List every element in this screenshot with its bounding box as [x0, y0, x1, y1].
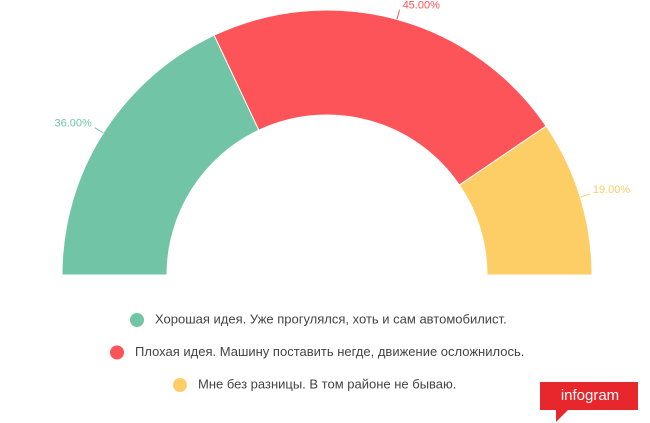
branding-badge [540, 382, 638, 422]
legend-label: Мне без разницы. В том районе не бываю. [198, 376, 456, 391]
leader-line [580, 193, 590, 198]
branding[interactable]: infogram [540, 382, 638, 422]
legend-label: Хорошая идея. Уже прогулялся, хоть и сам… [155, 311, 507, 326]
branding-text: infogram [561, 387, 619, 404]
slice [213, 9, 547, 186]
slice [61, 34, 260, 276]
slice [458, 125, 593, 276]
value-label: 36.00% [54, 118, 92, 130]
leader-line [396, 9, 401, 20]
legend-label: Плохая идея. Машину поставить негде, дви… [135, 344, 524, 359]
value-label: 19.00% [593, 184, 631, 196]
value-label: 45.00% [403, 0, 441, 12]
legend-marker [130, 313, 144, 327]
legend-marker [110, 345, 124, 360]
legend-marker [173, 378, 187, 392]
leader-line [94, 127, 104, 134]
